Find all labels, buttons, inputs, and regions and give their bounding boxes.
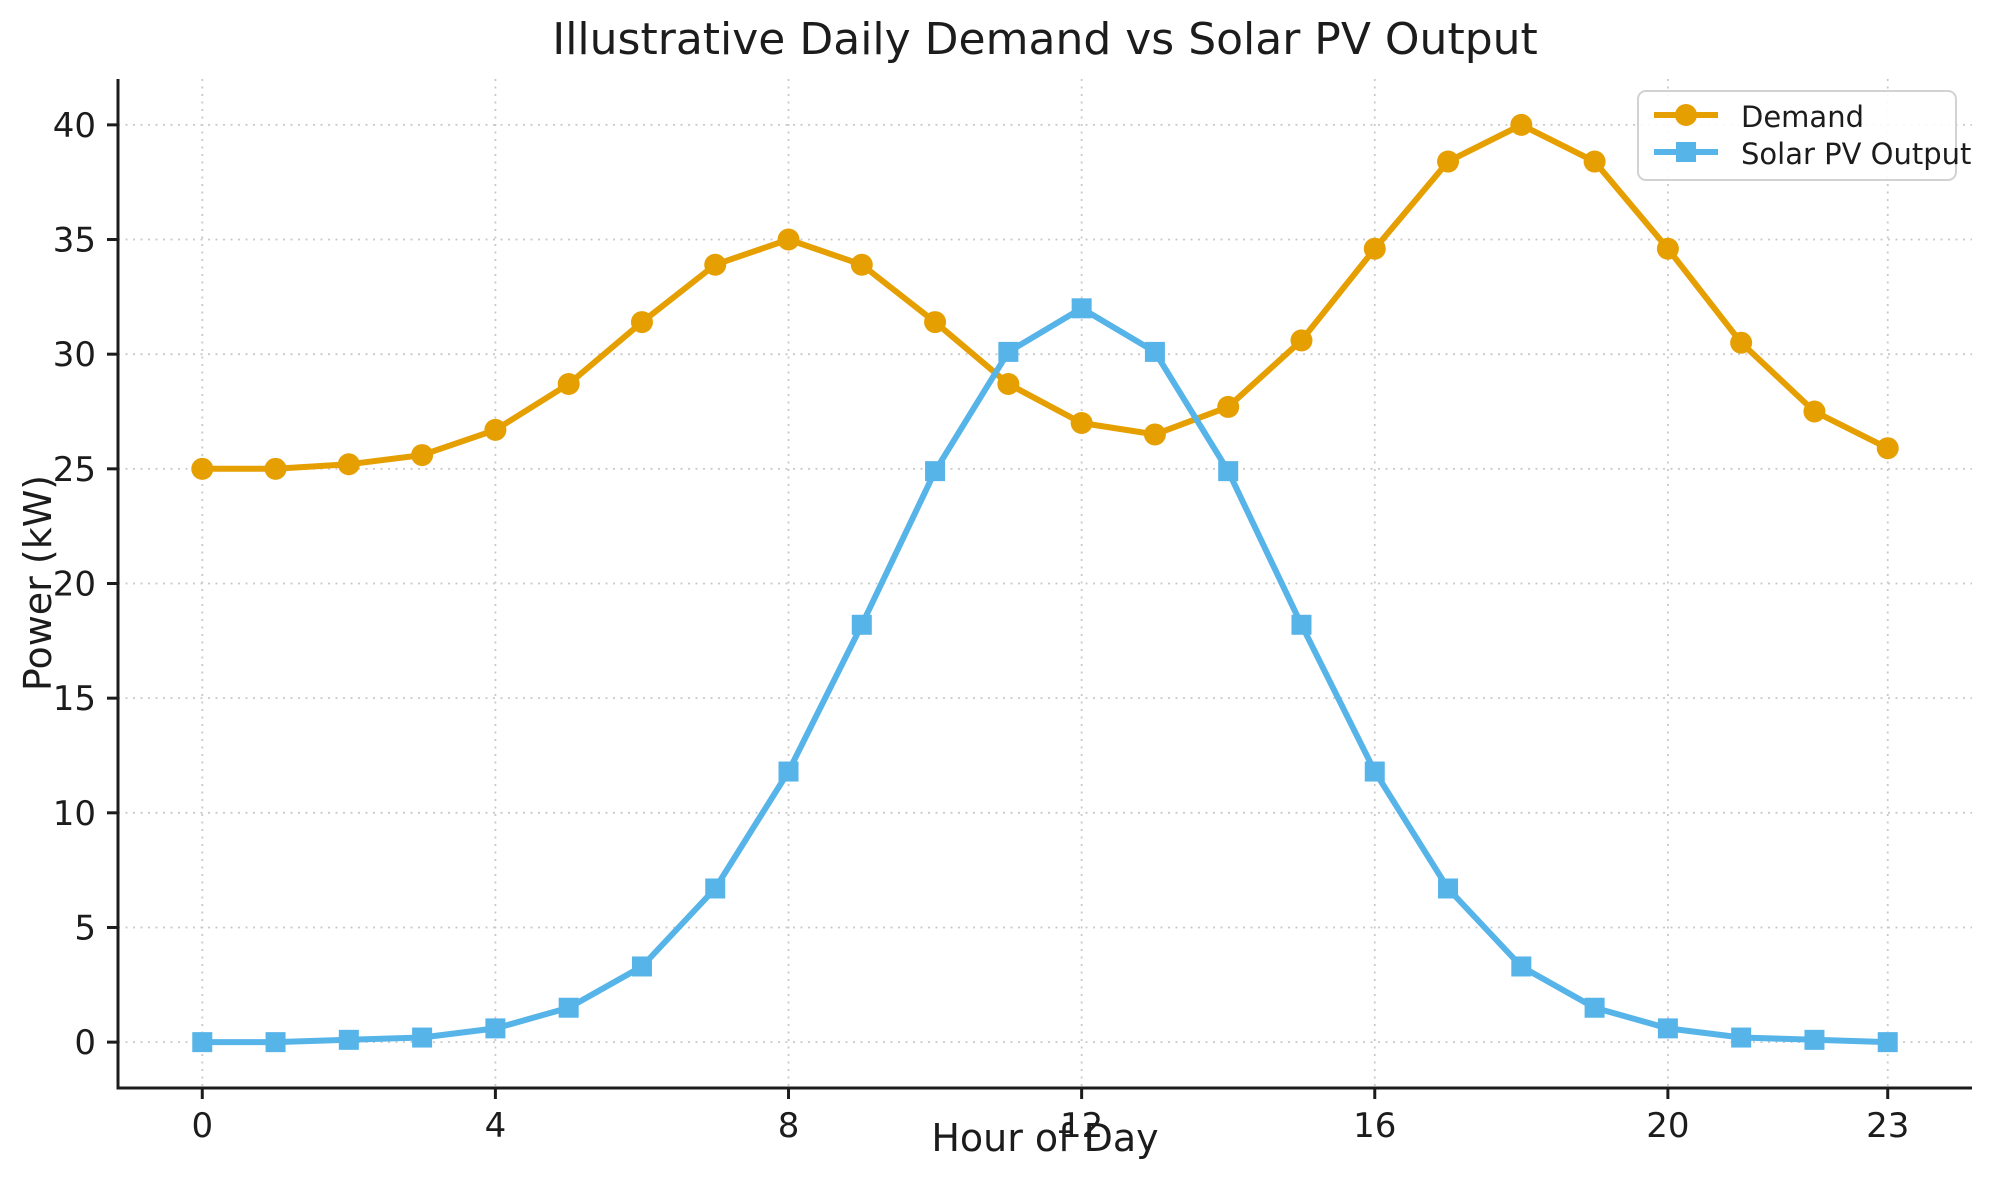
solar-line-swatch bbox=[1653, 137, 1719, 171]
demand-marker bbox=[630, 311, 653, 334]
x-tick-label: 16 bbox=[1353, 1106, 1396, 1146]
solar-marker bbox=[1071, 298, 1092, 319]
demand-swatch-sample bbox=[1654, 103, 1718, 126]
y-tick-label: 30 bbox=[53, 335, 96, 375]
solar-marker bbox=[778, 761, 799, 782]
demand-line bbox=[199, 121, 1891, 472]
solar-marker bbox=[631, 956, 652, 977]
demand-marker bbox=[411, 444, 434, 467]
demand-marker bbox=[1656, 237, 1679, 260]
demand-marker bbox=[1290, 329, 1313, 352]
demand-marker bbox=[557, 372, 580, 395]
x-axis-label: Hour of Day bbox=[931, 1116, 1159, 1160]
chart-title: Illustrative Daily Demand vs Solar PV Ou… bbox=[552, 14, 1538, 65]
legend-marker-sample bbox=[1676, 142, 1696, 163]
demand-marker bbox=[1437, 150, 1460, 173]
solar-marker bbox=[1657, 1018, 1678, 1039]
demand-marker bbox=[1730, 331, 1753, 354]
solar-marker bbox=[1291, 614, 1312, 635]
x-tick-label: 20 bbox=[1646, 1106, 1689, 1146]
demand-marker bbox=[264, 457, 287, 480]
solar-marker bbox=[265, 1032, 286, 1053]
demand-marker bbox=[1070, 411, 1093, 434]
demand-marker bbox=[1143, 423, 1166, 446]
demand-marker bbox=[484, 418, 507, 441]
solar-marker bbox=[998, 341, 1019, 362]
x-tick-label: 4 bbox=[485, 1106, 507, 1146]
y-tick-label: 35 bbox=[53, 221, 96, 261]
solar-marker bbox=[558, 997, 579, 1018]
legend-item-demand: Demand bbox=[1653, 100, 1947, 134]
solar-marker bbox=[1731, 1027, 1752, 1048]
y-tick-label: 40 bbox=[53, 106, 96, 146]
solar-marker bbox=[192, 1032, 213, 1053]
demand-marker bbox=[850, 253, 873, 276]
solar-marker bbox=[1804, 1029, 1825, 1050]
x-tick-label: 23 bbox=[1866, 1106, 1909, 1146]
solar-marker bbox=[485, 1018, 506, 1039]
demand-marker bbox=[1510, 113, 1533, 136]
solar-marker bbox=[1438, 878, 1459, 899]
y-tick-label: 15 bbox=[53, 679, 96, 719]
y-tick-label: 10 bbox=[53, 794, 96, 834]
demand-marker bbox=[997, 372, 1020, 395]
solar-marker bbox=[705, 878, 726, 899]
legend-box: Demand Solar PV Output bbox=[1637, 90, 1971, 181]
x-tick-label: 8 bbox=[778, 1106, 800, 1146]
solar-marker bbox=[1144, 341, 1165, 362]
solar-marker bbox=[338, 1029, 359, 1050]
demand-marker bbox=[1217, 395, 1240, 418]
demand-marker bbox=[704, 253, 727, 276]
demand-marker bbox=[337, 453, 360, 476]
solar-line bbox=[199, 305, 1891, 1046]
x-tick-label: 12 bbox=[1060, 1106, 1103, 1146]
solar-marker bbox=[412, 1027, 433, 1048]
legend-item-solar: Solar PV Output bbox=[1653, 137, 1971, 171]
solar-marker bbox=[1218, 461, 1239, 482]
legend-label-demand: Demand bbox=[1741, 99, 1864, 134]
x-tick-label: 0 bbox=[191, 1106, 213, 1146]
y-axis-label: Power (kW) bbox=[16, 474, 60, 692]
demand-marker bbox=[1583, 150, 1606, 173]
solar-marker bbox=[1877, 1032, 1898, 1053]
y-tick-label: 25 bbox=[53, 450, 96, 490]
y-tick-label: 0 bbox=[74, 1023, 96, 1063]
legend-label-solar: Solar PV Output bbox=[1741, 137, 1972, 172]
legend-marker-sample bbox=[1675, 103, 1697, 126]
demand-marker bbox=[777, 228, 800, 251]
solar-marker bbox=[1511, 956, 1532, 977]
demand-marker bbox=[191, 457, 214, 480]
solar-marker bbox=[851, 614, 872, 635]
demand-marker bbox=[1876, 437, 1899, 460]
y-tick-label: 5 bbox=[74, 908, 96, 948]
demand-line-swatch bbox=[1653, 100, 1719, 134]
solar-swatch-sample bbox=[1654, 142, 1718, 163]
demand-marker bbox=[924, 311, 947, 334]
solar-marker bbox=[1584, 997, 1605, 1018]
demand-marker bbox=[1803, 400, 1826, 423]
solar-marker bbox=[1364, 761, 1385, 782]
demand-marker bbox=[1363, 237, 1386, 260]
solar-marker bbox=[925, 461, 946, 482]
y-tick-label: 20 bbox=[53, 565, 96, 605]
